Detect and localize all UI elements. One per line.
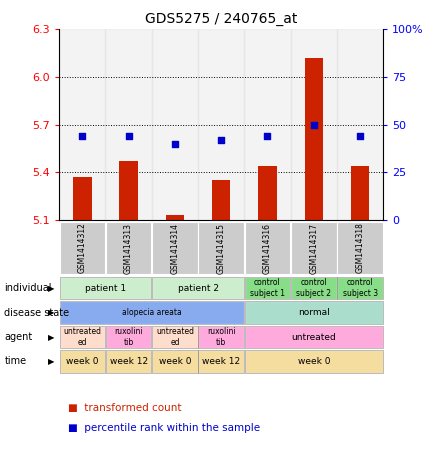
Point — [79, 132, 86, 139]
Bar — [119, 161, 138, 220]
Text: time: time — [4, 357, 27, 366]
Bar — [304, 58, 323, 220]
Text: week 0: week 0 — [66, 357, 99, 366]
Bar — [244, 29, 291, 220]
Point — [264, 132, 271, 139]
Point — [125, 132, 132, 139]
Text: week 0: week 0 — [297, 357, 330, 366]
Text: GSM1414318: GSM1414318 — [356, 222, 364, 274]
Bar — [152, 29, 198, 220]
Text: GSM1414313: GSM1414313 — [124, 222, 133, 274]
Text: patient 2: patient 2 — [177, 284, 219, 293]
Text: disease state: disease state — [4, 308, 70, 318]
Text: week 12: week 12 — [110, 357, 148, 366]
Bar — [351, 166, 369, 220]
Text: GSM1414315: GSM1414315 — [217, 222, 226, 274]
Text: week 12: week 12 — [202, 357, 240, 366]
Text: control
subject 3: control subject 3 — [343, 279, 378, 298]
Point — [218, 137, 225, 144]
Bar — [106, 29, 152, 220]
Bar — [198, 29, 244, 220]
Text: GSM1414312: GSM1414312 — [78, 222, 87, 274]
Text: individual: individual — [4, 283, 52, 293]
Text: ruxolini
tib: ruxolini tib — [207, 328, 236, 347]
Text: GSM1414316: GSM1414316 — [263, 222, 272, 274]
Text: ruxolini
tib: ruxolini tib — [114, 328, 143, 347]
Text: ▶: ▶ — [48, 333, 55, 342]
Text: ▶: ▶ — [48, 357, 55, 366]
Text: agent: agent — [4, 332, 32, 342]
Title: GDS5275 / 240765_at: GDS5275 / 240765_at — [145, 12, 297, 26]
Text: untreated
ed: untreated ed — [156, 328, 194, 347]
Text: patient 1: patient 1 — [85, 284, 126, 293]
Bar — [166, 215, 184, 220]
Bar — [212, 180, 230, 220]
Text: ▶: ▶ — [48, 284, 55, 293]
Bar — [291, 29, 337, 220]
Text: normal: normal — [298, 308, 330, 317]
Bar — [73, 177, 92, 220]
Point — [171, 140, 178, 147]
Text: untreated
ed: untreated ed — [63, 328, 101, 347]
Text: ■  transformed count: ■ transformed count — [68, 403, 181, 413]
Text: untreated: untreated — [291, 333, 336, 342]
Point — [310, 121, 317, 128]
Text: alopecia areata: alopecia areata — [122, 308, 182, 317]
Point — [357, 132, 364, 139]
Text: control
subject 1: control subject 1 — [250, 279, 285, 298]
Bar — [337, 29, 383, 220]
Bar — [59, 29, 106, 220]
Text: ■  percentile rank within the sample: ■ percentile rank within the sample — [68, 423, 260, 433]
Text: ▶: ▶ — [48, 308, 55, 317]
Text: GSM1414317: GSM1414317 — [309, 222, 318, 274]
Text: week 0: week 0 — [159, 357, 191, 366]
Bar — [258, 166, 277, 220]
Text: control
subject 2: control subject 2 — [296, 279, 331, 298]
Text: GSM1414314: GSM1414314 — [170, 222, 180, 274]
